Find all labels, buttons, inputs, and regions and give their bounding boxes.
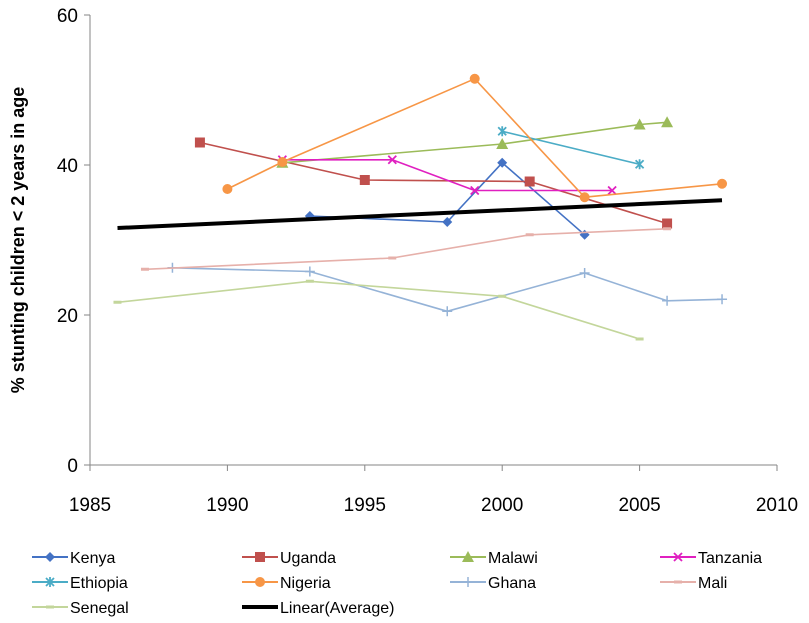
series-mali [140, 227, 672, 271]
point-mali [140, 267, 149, 271]
point-uganda [524, 176, 535, 187]
series-tanzania [277, 155, 617, 196]
x-tick-label: 2010 [756, 495, 798, 516]
point-senegal [635, 337, 644, 341]
point-senegal [113, 300, 122, 304]
point-senegal [498, 294, 507, 298]
legend-item-mali: Mali [660, 575, 727, 592]
y-tick-label: 0 [67, 456, 78, 477]
legend-label: Senegal [70, 600, 129, 617]
point-malawi [661, 116, 674, 128]
series-line-mali [144, 228, 668, 271]
legend-item-uganda: Uganda [242, 550, 336, 567]
point-mali [663, 227, 672, 231]
legend-swatch-marker [463, 577, 473, 587]
series-ethiopia [497, 126, 645, 170]
legend-item-nigeria: Nigeria [242, 575, 331, 592]
series-nigeria [222, 73, 728, 203]
point-kenya [497, 157, 508, 168]
legend-label: Kenya [70, 550, 115, 567]
y-tick-label: 40 [57, 156, 78, 177]
legend-swatch-marker [45, 552, 55, 562]
legend-label: Mali [698, 575, 727, 592]
point-senegal [305, 279, 314, 283]
series-senegal [113, 279, 644, 341]
legend-swatch-marker [255, 552, 265, 562]
legend-item-tanzania: Tanzania [660, 550, 762, 567]
legend-label: Uganda [280, 550, 336, 567]
point-mali [388, 256, 397, 260]
legend-swatch-marker [255, 577, 265, 587]
point-ethiopia [634, 159, 645, 170]
point-kenya [442, 217, 453, 227]
x-tick-label: 1985 [69, 495, 111, 516]
legend-item-linear-average: Linear(Average) [242, 600, 394, 617]
point-malawi [633, 118, 646, 130]
series-kenya [304, 157, 590, 240]
x-tick-label: 2005 [618, 495, 660, 516]
legend-swatch-marker [46, 605, 54, 609]
point-nigeria [469, 73, 480, 84]
x-tick-label: 1995 [344, 495, 386, 516]
y-tick-label: 20 [57, 306, 78, 327]
point-uganda [359, 175, 370, 185]
legend-item-malawi: Malawi [450, 550, 538, 567]
point-tanzania [387, 155, 397, 165]
point-ghana [442, 306, 453, 317]
point-tanzania [607, 185, 617, 196]
legend-item-ghana: Ghana [450, 575, 536, 592]
x-tick-label: 1990 [206, 495, 248, 516]
y-tick-label: 60 [57, 6, 78, 27]
legend-item-senegal: Senegal [32, 600, 129, 617]
legend-label: Nigeria [280, 575, 331, 592]
point-nigeria [277, 157, 288, 167]
series-linear-average [117, 198, 723, 230]
series-line-ghana [172, 267, 723, 313]
legend-swatch-marker [674, 580, 682, 584]
legend-label: Tanzania [698, 550, 762, 567]
series-line-senegal [117, 280, 640, 340]
point-ghana [662, 295, 673, 306]
point-ghana [717, 294, 728, 305]
point-tanzania [470, 185, 480, 196]
point-uganda [194, 137, 205, 148]
legend-item-ethiopia: Ethiopia [32, 575, 128, 592]
point-ghana [304, 266, 315, 277]
legend: Kenya Uganda Malawi Tanzania Ethiopia Nigeria… [32, 550, 762, 617]
axes: 0 20 40 60 1985 1990 1995 2000 2005 2010 [57, 6, 798, 516]
point-uganda [662, 218, 673, 229]
point-mali [525, 233, 534, 237]
point-nigeria [579, 192, 590, 203]
point-ethiopia [497, 126, 507, 137]
legend-swatch-marker [673, 552, 683, 562]
legend-label: Malawi [488, 550, 538, 567]
legend-label: Linear(Average) [280, 600, 394, 617]
series-line-ethiopia [502, 130, 640, 166]
x-tick-label: 2000 [481, 495, 523, 516]
point-malawi [496, 138, 509, 149]
legend-item-kenya: Kenya [32, 550, 115, 567]
point-nigeria [717, 178, 728, 189]
series-line-kenya [309, 162, 586, 236]
legend-label: Ethiopia [70, 575, 128, 592]
series-line-linear-average [117, 198, 723, 230]
series-ghana [167, 262, 728, 317]
y-axis-label: % stunting children < 2 years in age [8, 87, 28, 394]
series-line-nigeria [227, 78, 723, 198]
series-line-tanzania [282, 159, 613, 192]
series-line-malawi [282, 121, 668, 164]
series-layer [113, 73, 728, 341]
point-ghana [579, 268, 590, 278]
legend-swatch-marker [462, 551, 474, 562]
legend-label: Ghana [488, 575, 536, 592]
legend-swatch-marker [45, 577, 55, 587]
point-nigeria [222, 184, 233, 194]
